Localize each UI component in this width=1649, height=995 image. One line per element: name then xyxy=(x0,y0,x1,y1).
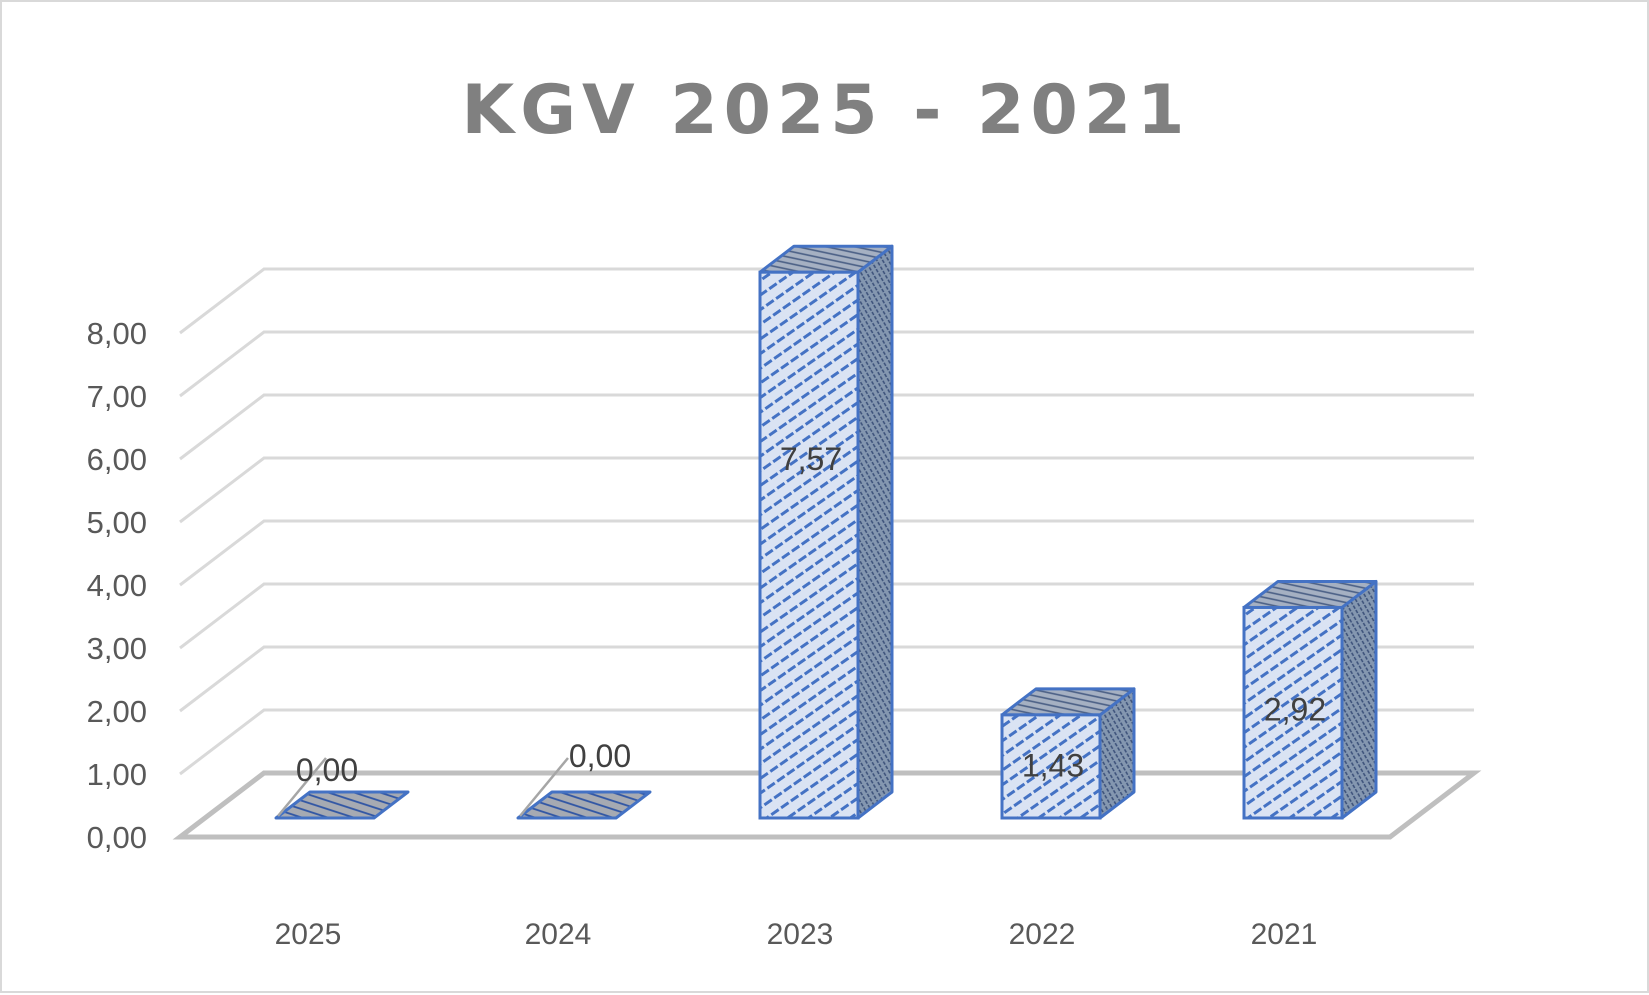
bar-2021: 2,92 xyxy=(1242,579,1378,820)
x-tick-label: 2022 xyxy=(1009,918,1076,951)
gridline xyxy=(179,393,1474,461)
y-tick-label: 7,00 xyxy=(87,379,147,414)
data-label: 0,00 xyxy=(569,738,631,774)
x-tick-label: 2025 xyxy=(275,918,342,951)
bar-side xyxy=(1340,579,1378,820)
gridline xyxy=(179,645,1474,713)
y-tick-label: 3,00 xyxy=(87,631,147,666)
y-tick-label: 0,00 xyxy=(87,820,147,855)
x-tick-label: 2021 xyxy=(1251,918,1318,951)
bars: 0,00 0,00 7,57 1,43 2,92 xyxy=(274,244,1378,820)
bar-front xyxy=(1000,713,1102,820)
x-tick-label: 2023 xyxy=(767,918,834,951)
gridline xyxy=(179,267,1474,335)
y-tick-label: 1,00 xyxy=(87,757,147,792)
chart-floor xyxy=(172,770,1482,840)
gridlines xyxy=(179,267,1474,776)
data-label: 0,00 xyxy=(296,752,358,788)
gridline xyxy=(179,519,1474,587)
chart-title: KGV 2025 - 2021 xyxy=(462,71,1191,150)
bar-side xyxy=(856,244,894,820)
y-tick-label: 4,00 xyxy=(87,568,147,603)
data-label: 7,57 xyxy=(780,441,842,477)
y-tick-label: 6,00 xyxy=(87,442,147,477)
y-axis-labels: 0,00 1,00 2,00 3,00 4,00 5,00 6,00 7,00 8,00 xyxy=(87,316,147,855)
floor-outline xyxy=(172,770,1482,840)
bar-2024: 0,00 xyxy=(516,738,652,820)
data-label: 1,43 xyxy=(1022,747,1084,783)
bar-2023: 7,57 xyxy=(758,244,894,820)
gridline xyxy=(179,330,1474,398)
leader-line xyxy=(277,757,327,817)
y-tick-label: 2,00 xyxy=(87,694,147,729)
y-tick-label: 8,00 xyxy=(87,316,147,351)
x-tick-label: 2024 xyxy=(525,918,592,951)
data-label: 2,92 xyxy=(1264,692,1326,728)
bar-2025: 0,00 xyxy=(274,752,410,820)
y-tick-label: 5,00 xyxy=(87,505,147,540)
gridline xyxy=(179,456,1474,524)
leader-line xyxy=(519,757,569,817)
bar-front xyxy=(758,270,860,820)
gridline xyxy=(179,582,1474,650)
bar-front xyxy=(1242,605,1344,820)
bar-2022: 1,43 xyxy=(1000,687,1136,820)
x-axis-labels: 2025 2024 2023 2022 2021 xyxy=(275,918,1318,951)
